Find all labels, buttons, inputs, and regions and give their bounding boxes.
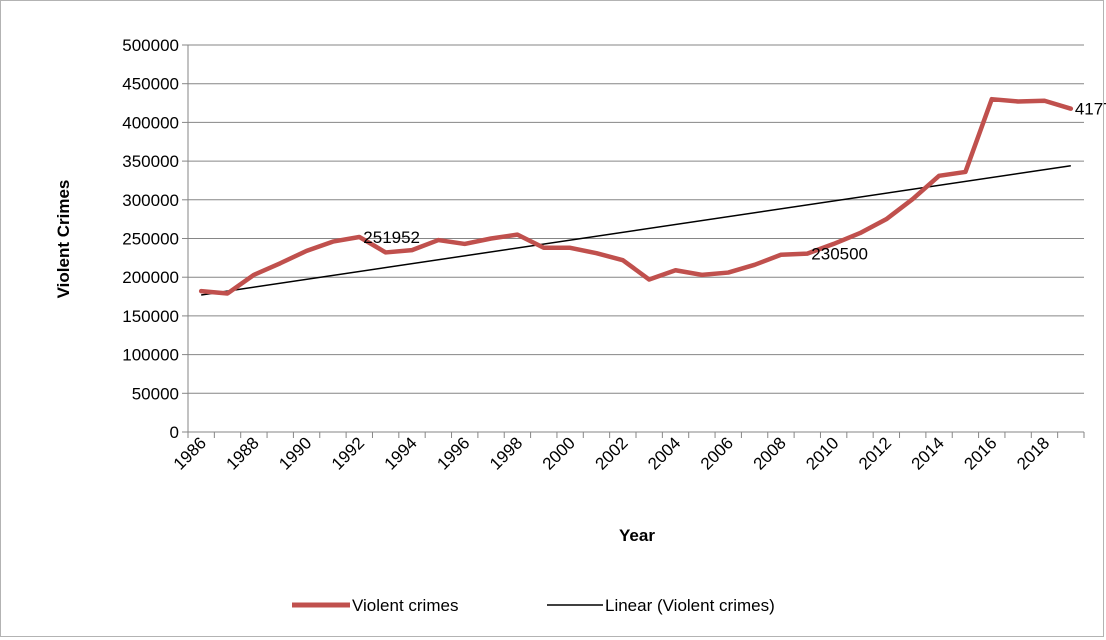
x-tick-label-2012: 2012	[855, 433, 895, 473]
legend: Violent crimes Linear (Violent crimes)	[292, 596, 775, 615]
y-tick-label-200000: 200000	[122, 268, 179, 287]
legend-label-linear-trend: Linear (Violent crimes)	[605, 596, 775, 615]
data-labels: 251952 230500 417732	[363, 100, 1106, 264]
x-tick-label-1988: 1988	[223, 433, 263, 473]
y-tick-label-0: 0	[170, 423, 179, 442]
y-tick-label-250000: 250000	[122, 230, 179, 249]
x-tick-label-2006: 2006	[697, 433, 737, 473]
y-tick-label-150000: 150000	[122, 307, 179, 326]
x-tick-label-2014: 2014	[908, 433, 948, 473]
x-tick-label-1998: 1998	[486, 433, 526, 473]
data-label-2009: 230500	[811, 245, 868, 264]
y-tick-label-400000: 400000	[122, 113, 179, 132]
y-tick-label-500000: 500000	[122, 36, 179, 55]
gridlines	[188, 45, 1084, 432]
x-tick-label-2002: 2002	[591, 433, 631, 473]
x-tick-label-2000: 2000	[539, 433, 579, 473]
data-label-1992: 251952	[363, 228, 420, 247]
y-axis-title: Violent Crimes	[54, 180, 73, 299]
trendline-layer	[201, 166, 1071, 295]
series-line-violent-crimes	[201, 99, 1071, 293]
x-tick-label-2018: 2018	[1013, 433, 1053, 473]
x-tick-label-2004: 2004	[644, 433, 684, 473]
data-label-2019: 417732	[1075, 100, 1106, 119]
y-tick-label-450000: 450000	[122, 75, 179, 94]
trendline-linear	[201, 166, 1071, 295]
x-tick-label-1992: 1992	[328, 433, 368, 473]
y-axis: 0 50000 100000 150000 200000 250000 300000 3500…	[122, 36, 188, 442]
x-tick-label-2016: 2016	[960, 433, 1000, 473]
x-tick-label-1994: 1994	[381, 433, 421, 473]
x-tick-label-1990: 1990	[275, 433, 315, 473]
y-tick-label-350000: 350000	[122, 152, 179, 171]
legend-label-violent-crimes: Violent crimes	[352, 596, 458, 615]
y-tick-label-50000: 50000	[132, 384, 179, 403]
x-tick-label-1996: 1996	[433, 433, 473, 473]
series-layer	[201, 99, 1071, 293]
x-tick-label-2008: 2008	[750, 433, 790, 473]
x-tick-label-2010: 2010	[802, 433, 842, 473]
y-tick-label-100000: 100000	[122, 346, 179, 365]
y-tick-label-300000: 300000	[122, 191, 179, 210]
x-axis-title: Year	[619, 526, 655, 545]
